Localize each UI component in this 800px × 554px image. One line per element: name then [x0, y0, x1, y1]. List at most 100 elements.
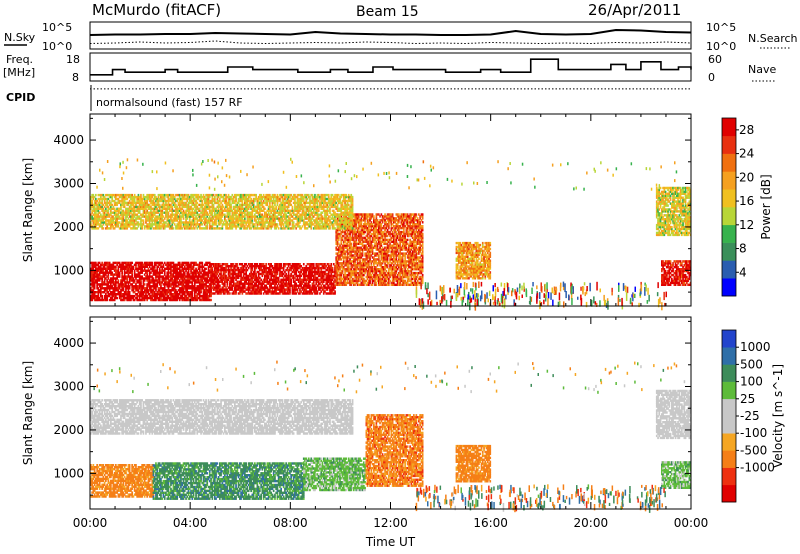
heatmap-cell — [191, 285, 194, 288]
heatmap-cell — [142, 285, 145, 288]
heatmap-cell — [148, 261, 151, 265]
heatmap-cell — [172, 285, 175, 288]
heatmap-cell — [147, 281, 150, 284]
heatmap-cell — [138, 277, 141, 280]
heatmap-cell — [128, 296, 131, 300]
heatmap-cell — [172, 273, 175, 276]
heatmap-cell — [158, 293, 161, 296]
heatmap-cell — [140, 281, 142, 284]
heatmap-cell — [192, 289, 195, 292]
heatmap-cell — [123, 275, 126, 278]
heatmap-cell — [120, 283, 122, 286]
heatmap-cell — [137, 273, 140, 276]
heatmap-cell — [188, 293, 191, 296]
heatmap-cell — [136, 294, 138, 298]
heatmap-cell — [190, 265, 192, 268]
heatmap-cell — [142, 298, 145, 302]
heatmap-cell — [133, 271, 136, 274]
heatmap-cell — [107, 265, 110, 268]
heatmap-cell — [97, 283, 100, 286]
heatmap-cell — [106, 283, 108, 286]
heatmap-cell — [136, 267, 138, 270]
heatmap-cell — [151, 289, 154, 292]
heatmap-cell — [165, 289, 167, 292]
heatmap-cell — [170, 271, 172, 274]
heatmap-cell — [138, 273, 141, 276]
heatmap-cell — [122, 279, 125, 282]
heatmap-cell — [188, 277, 191, 280]
heatmap-cell — [151, 279, 154, 282]
heatmap-cell — [186, 263, 189, 266]
heatmap-cell — [112, 273, 115, 276]
heatmap-cell — [107, 291, 110, 294]
heatmap-cell — [185, 294, 187, 298]
heatmap-cell — [152, 265, 155, 268]
heatmap-cell — [135, 267, 137, 270]
heatmap-cell — [178, 267, 181, 270]
heatmap-cell — [168, 285, 171, 288]
heatmap-cell — [97, 296, 100, 300]
heatmap-cell — [91, 271, 93, 274]
heatmap-cell — [93, 287, 96, 290]
heatmap-cell — [117, 269, 120, 272]
heatmap-cell — [95, 279, 97, 282]
heatmap-cell — [168, 298, 171, 302]
heatmap-cell — [133, 294, 136, 298]
heatmap-cell — [111, 293, 113, 296]
heatmap-cell — [127, 281, 130, 284]
heatmap-cell — [97, 277, 100, 280]
heatmap-cell — [101, 263, 103, 266]
heatmap-cell — [166, 293, 169, 296]
heatmap-cell — [110, 265, 112, 268]
heatmap-cell — [183, 285, 186, 288]
heatmap-cell — [188, 279, 191, 282]
heatmap-cell — [156, 293, 159, 296]
heatmap-cell — [116, 281, 118, 284]
cpid-text: normalsound (fast) 157 RF — [96, 96, 243, 109]
heatmap-cell — [135, 263, 137, 266]
beam-title: Beam 15 — [356, 4, 419, 20]
heatmap-cell — [162, 287, 165, 290]
heatmap-cell — [185, 291, 187, 294]
heatmap-cell — [163, 294, 166, 298]
heatmap-cell — [96, 277, 98, 280]
heatmap-cell — [162, 296, 165, 300]
heatmap-cell — [181, 265, 184, 268]
heatmap-cell — [177, 275, 180, 278]
heatmap-cell — [168, 271, 171, 274]
heatmap-cell — [192, 277, 195, 280]
heatmap-cell — [406, 238, 409, 242]
heatmap-cell — [186, 293, 189, 296]
heatmap-cell — [146, 273, 148, 276]
heatmap-cell — [110, 285, 112, 288]
heatmap-cell — [161, 275, 164, 278]
heatmap-cell — [188, 273, 191, 276]
heatmap-cell — [143, 279, 146, 282]
heatmap-cell — [90, 294, 92, 298]
heatmap-cell — [121, 294, 123, 298]
heatmap-cell — [163, 273, 166, 276]
heatmap-cell — [167, 267, 170, 270]
heatmap-cell — [163, 289, 166, 292]
heatmap-cell — [138, 267, 141, 270]
heatmap-cell — [102, 271, 105, 274]
heatmap-cell — [138, 279, 141, 282]
heatmap-cell — [133, 269, 136, 272]
heatmap-cell — [92, 271, 95, 274]
heatmap-cell — [192, 285, 195, 288]
heatmap-cell — [140, 267, 142, 270]
heatmap-cell — [177, 267, 180, 270]
heatmap-cell — [157, 277, 160, 280]
heatmap-cell — [148, 293, 151, 296]
heatmap-cell — [180, 291, 182, 294]
heatmap-cell — [162, 291, 165, 294]
heatmap-cell — [108, 261, 111, 265]
heatmap-cell — [107, 277, 110, 280]
heatmap-cell — [103, 291, 106, 294]
heatmap-cell — [105, 269, 107, 272]
heatmap-cell — [117, 275, 120, 278]
heatmap-cell — [105, 293, 107, 296]
heatmap-cell — [138, 296, 141, 300]
nsearch-line — [89, 40, 692, 45]
heatmap-cell — [146, 287, 148, 290]
